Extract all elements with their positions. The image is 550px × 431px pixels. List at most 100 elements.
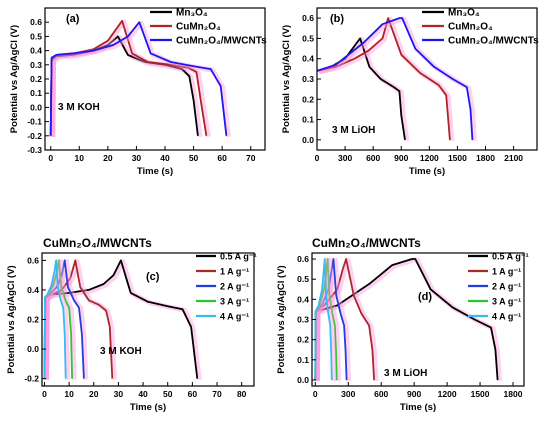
- series-shadow-2: [44, 258, 89, 380]
- series-line-4: [43, 259, 67, 379]
- x-axis-label: Time (s): [137, 166, 173, 177]
- y-tick-label: 0.2: [27, 315, 39, 325]
- x-tick-label: 600: [374, 389, 388, 399]
- panel-header: CuMn₂O₄/MWCNTs: [312, 236, 421, 250]
- series-shadow-1: [318, 16, 455, 142]
- y-tick-label: 0.6: [302, 13, 314, 23]
- y-tick-label: 0.5: [30, 31, 42, 41]
- legend-entry: Mn₃O₄: [176, 8, 208, 19]
- x-tick-label: 600: [366, 153, 380, 163]
- x-tick-label: 20: [89, 389, 99, 399]
- legend-entry: Mn₃O₄: [448, 8, 480, 19]
- legend-entry: CuMn₂O₄/MWCNTs: [448, 36, 539, 47]
- series-shadow-3: [44, 258, 77, 380]
- x-tick-label: 300: [338, 153, 352, 163]
- x-tick-label: 70: [246, 153, 256, 163]
- legend-entry: 0.5 A g⁻¹: [220, 252, 257, 262]
- y-tick-label: 0.6: [30, 17, 42, 27]
- legend-entry: 2 A g⁻¹: [492, 282, 521, 292]
- series-shadow-4: [44, 258, 71, 380]
- legend-entry: 4 A g⁻¹: [492, 312, 521, 322]
- x-tick-label: 50: [189, 153, 199, 163]
- legend-entry: 4 A g⁻¹: [220, 312, 249, 322]
- y-tick-label: 0.2: [302, 94, 314, 104]
- y-tick-label: 0.0: [302, 135, 314, 145]
- panel-c: 0 10 20 30 40 50 60 70 80 -0.2 0.0 0.2 0.4 0.6 Time (s…: [6, 236, 257, 413]
- series-shadow-2: [314, 257, 352, 382]
- x-tick-label: 80: [237, 389, 247, 399]
- y-tick-label: 0.1: [302, 115, 314, 125]
- x-tick-label: 0: [313, 389, 318, 399]
- panel-label: (c): [146, 271, 160, 283]
- x-tick-label: 10: [64, 389, 74, 399]
- x-tick-label: 0: [42, 389, 47, 399]
- y-tick-label: 0.3: [302, 74, 314, 84]
- series-shadow-4: [314, 257, 337, 382]
- y-tick-label: 0.0: [27, 344, 39, 354]
- series-line-1: [43, 259, 114, 379]
- legend-entry: 0.5 A g⁻¹: [492, 252, 529, 262]
- series-line-0: [314, 258, 499, 381]
- x-tick-label: 40: [138, 389, 148, 399]
- x-axis-label: Time (s): [130, 402, 166, 413]
- panel-header: CuMn₂O₄/MWCNTs: [43, 236, 152, 250]
- x-tick-label: 0: [48, 153, 53, 163]
- y-axis-label: Potential vs Ag/AgCl (V): [276, 265, 287, 373]
- x-tick-label: 0: [315, 153, 320, 163]
- x-axis-label: Time (s): [409, 166, 445, 177]
- legend-entry: CuMn₂O₄/MWCNTs: [176, 36, 267, 47]
- panel-label: (a): [66, 13, 80, 25]
- x-tick-label: 900: [407, 389, 421, 399]
- y-tick-label: 0.3: [30, 60, 42, 70]
- electrolyte-label: 3 M LiOH: [384, 368, 427, 379]
- y-tick-label: 0.5: [302, 33, 314, 43]
- electrolyte-label: 3 M LiOH: [332, 125, 375, 136]
- y-tick-label: 0.4: [302, 54, 314, 64]
- panel-b: 0 300 600 900 1200 1500 1800 2100 0.0 0.1 0.2 0.3 0.…: [281, 7, 539, 177]
- x-tick-label: 2100: [504, 153, 523, 163]
- x-tick-label: 40: [160, 153, 170, 163]
- y-tick-label: 0.0: [30, 102, 42, 112]
- panel-a: 0 10 20 30 40 50 60 70 -0.3 -0.2 -0.1 0.0 0.1 0.2 0.3 0…: [9, 7, 267, 177]
- x-tick-label: 60: [188, 389, 198, 399]
- x-tick-label: 1500: [448, 153, 467, 163]
- x-tick-label: 20: [103, 153, 113, 163]
- y-tick-label: 0.4: [297, 294, 309, 304]
- x-tick-label: 30: [132, 153, 142, 163]
- series-line-4: [314, 258, 333, 381]
- x-tick-label: 1200: [438, 389, 457, 399]
- plot-frame: [44, 7, 266, 151]
- x-tick-label: 50: [163, 389, 173, 399]
- x-tick-label: 1800: [476, 153, 495, 163]
- legend-entry: 3 A g⁻¹: [220, 297, 249, 307]
- panel-label: (b): [330, 13, 344, 25]
- legend-entry: 1 A g⁻¹: [220, 267, 249, 277]
- series-shadow-3: [314, 257, 342, 382]
- y-tick-label: 0.2: [297, 335, 309, 345]
- electrolyte-label: 3 M KOH: [58, 102, 100, 113]
- x-axis-label: Time (s): [400, 402, 436, 413]
- y-tick-label: -0.3: [27, 145, 42, 155]
- electrolyte-label: 3 M KOH: [100, 346, 142, 357]
- series-shadow-1: [44, 258, 117, 380]
- series-shadow-1: [314, 257, 379, 382]
- series-line-1: [314, 258, 375, 381]
- x-tick-label: 1800: [504, 389, 523, 399]
- x-tick-label: 70: [212, 389, 222, 399]
- x-tick-label: 10: [75, 153, 85, 163]
- x-tick-label: 60: [217, 153, 227, 163]
- x-tick-label: 1500: [471, 389, 490, 399]
- y-tick-label: 0.2: [30, 74, 42, 84]
- series-shadow-2: [318, 16, 477, 142]
- y-axis-label: Potential vs Ag/AgCl (V): [9, 25, 20, 133]
- series-line-2: [314, 258, 348, 381]
- series-line-0: [43, 259, 199, 379]
- y-tick-label: 0.4: [27, 285, 39, 295]
- panel-label: (d): [418, 291, 432, 303]
- x-tick-label: 30: [114, 389, 124, 399]
- y-axis-label: Potential vs Ag/AgCl (V): [281, 25, 292, 133]
- x-tick-label: 1200: [420, 153, 439, 163]
- series-line-2: [49, 21, 228, 136]
- y-tick-label: 0.6: [27, 255, 39, 265]
